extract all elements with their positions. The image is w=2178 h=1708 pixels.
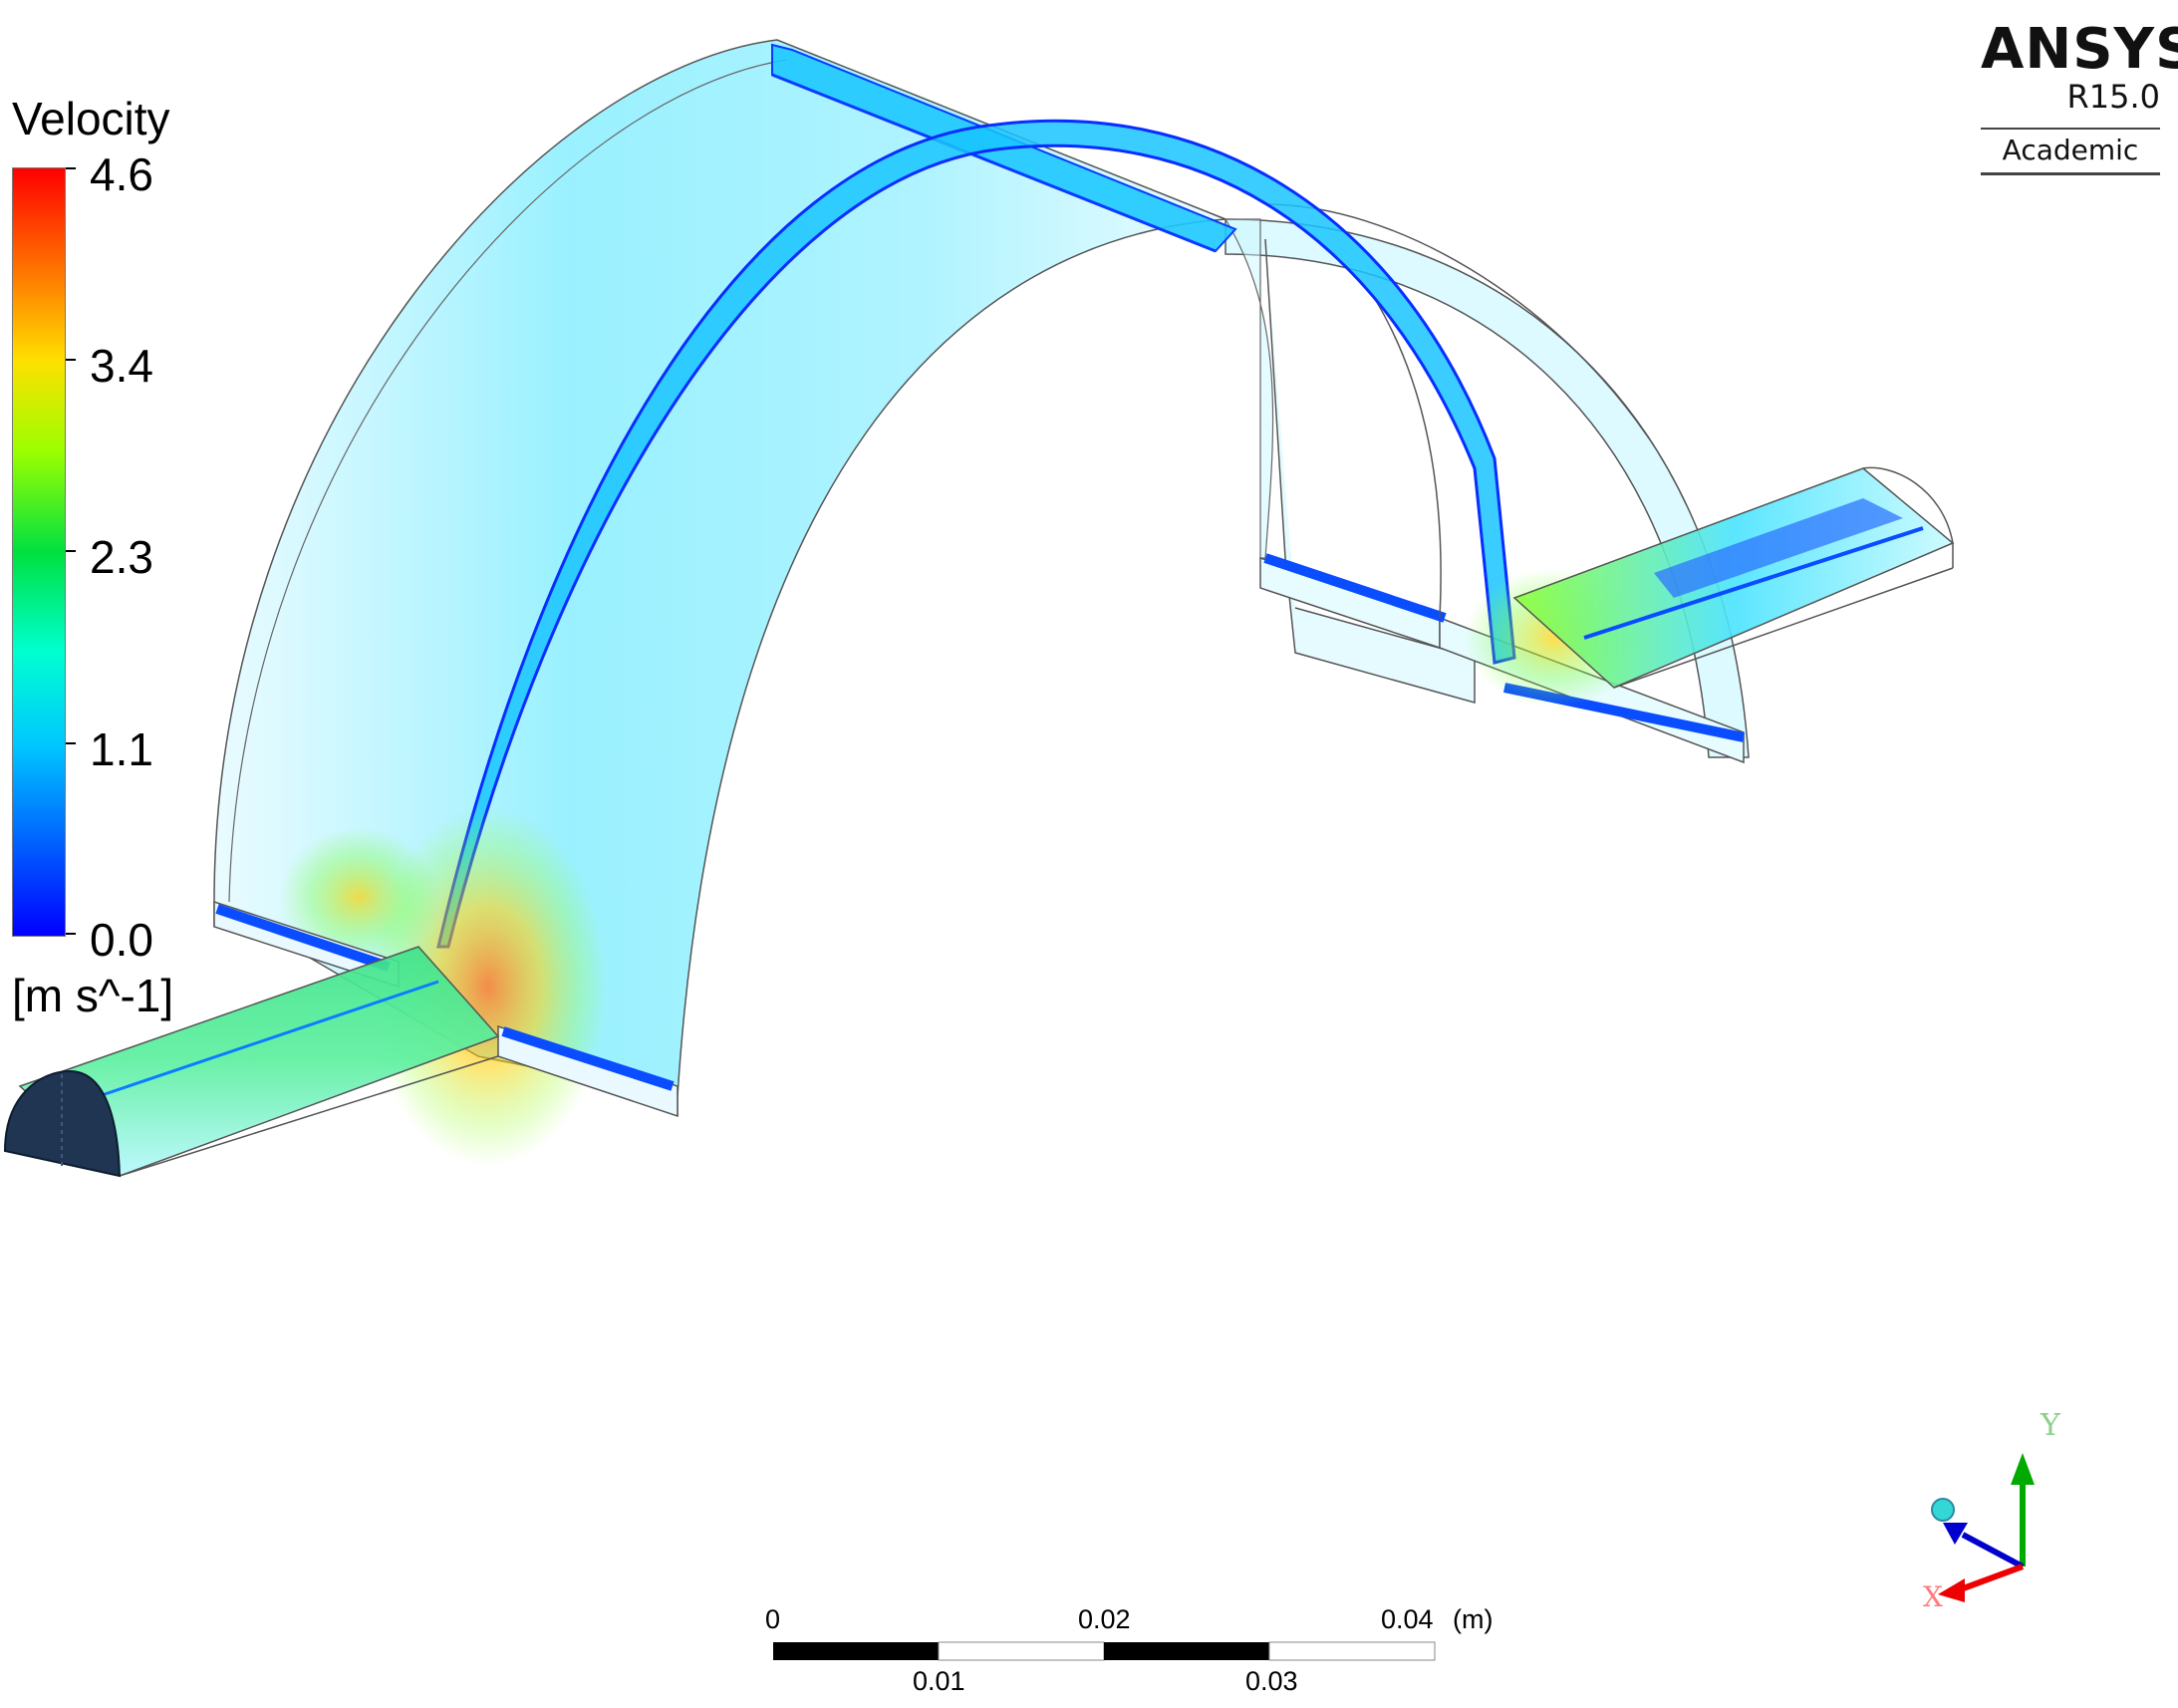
inlet-side-glow bbox=[279, 827, 438, 967]
legend-label-min: 0.0 bbox=[90, 914, 153, 966]
legend-tick-0 bbox=[64, 167, 76, 169]
scale-label-0: 0 bbox=[765, 1604, 781, 1634]
legend-title: Velocity bbox=[12, 93, 170, 144]
scale-label-004: 0.04 bbox=[1381, 1604, 1434, 1634]
scale-segment-4 bbox=[1268, 1641, 1436, 1661]
legend-tick-2 bbox=[64, 550, 76, 552]
inlet-base-channels bbox=[213, 900, 679, 1118]
legend-label-3: 2.3 bbox=[90, 531, 153, 583]
legend-label-2: 3.4 bbox=[90, 340, 153, 392]
scale-label-001: 0.01 bbox=[913, 1666, 965, 1696]
scale-unit: (m) bbox=[1453, 1604, 1494, 1634]
scale-label-003: 0.03 bbox=[1245, 1666, 1298, 1696]
brand-logo: ANSYS R15.0 Academic bbox=[1981, 17, 2178, 176]
legend-unit: [m s^-1] bbox=[12, 970, 174, 1021]
legend-tick-1 bbox=[64, 359, 76, 361]
y-axis-label: Y bbox=[2040, 1408, 2061, 1443]
legend-label-4: 1.1 bbox=[90, 723, 153, 775]
y-axis-arrow-icon bbox=[2011, 1453, 2035, 1485]
legend-ticks bbox=[64, 167, 76, 935]
x-axis-label: X bbox=[1923, 1580, 1943, 1613]
outlet-pipe bbox=[1512, 466, 1955, 689]
legend-label-max: 4.6 bbox=[90, 148, 153, 200]
scale-segment-1 bbox=[773, 1642, 939, 1660]
camera-sphere-icon bbox=[1931, 1498, 1955, 1522]
legend-tick-4 bbox=[64, 933, 76, 935]
scale-bar bbox=[773, 1641, 1436, 1661]
scale-segment-3 bbox=[1104, 1642, 1269, 1660]
scale-label-002: 0.02 bbox=[1078, 1604, 1131, 1634]
legend-tick-3 bbox=[64, 742, 76, 744]
curved-rib-channel bbox=[436, 119, 1516, 949]
axes-triad: Y X bbox=[1923, 1408, 2061, 1613]
scale-segment-2 bbox=[938, 1641, 1105, 1661]
brand-edition: Academic bbox=[1981, 128, 2160, 176]
brand-name: ANSYS bbox=[1981, 17, 2178, 82]
x-axis-arrow-icon bbox=[1938, 1578, 1965, 1602]
brand-version: R15.0 bbox=[2066, 78, 2160, 116]
z-axis-arrow-icon bbox=[1943, 1523, 1968, 1545]
inlet-pipe bbox=[3, 946, 500, 1178]
legend-colorbar bbox=[12, 167, 66, 937]
